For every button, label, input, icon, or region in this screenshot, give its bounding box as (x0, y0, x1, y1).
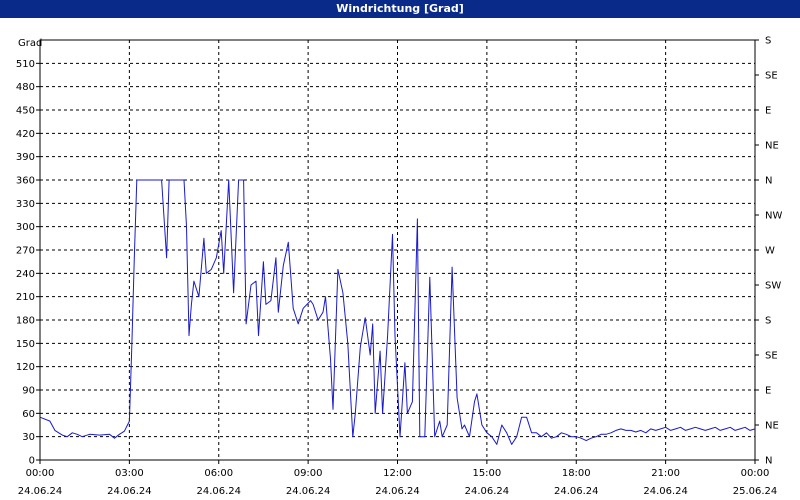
right-tick-label: E (765, 386, 771, 397)
y-tick-label: 390 (16, 152, 35, 163)
x-tick-date: 24.06.24 (196, 486, 241, 497)
y-tick-label: 120 (16, 362, 35, 373)
right-axis-ticks: N NE E SE S SW W NW N NE E SE S (755, 36, 782, 467)
x-tick-time: 06:00 (204, 468, 233, 479)
y-tick-label: 450 (16, 106, 35, 117)
y-tick-label: 330 (16, 199, 35, 210)
right-tick-label: S (765, 316, 771, 327)
y-tick-label: 360 (16, 176, 35, 187)
y-tick-label: 90 (22, 386, 35, 397)
x-tick-time: 12:00 (383, 468, 412, 479)
right-tick-label: SW (765, 281, 781, 292)
y-tick-label: 270 (16, 246, 35, 257)
x-tick-date: 24.06.24 (554, 486, 599, 497)
right-tick-label: SE (765, 351, 778, 362)
y-tick-label: 30 (22, 432, 35, 443)
x-tick-time: 00:00 (741, 468, 770, 479)
series-line (39, 179, 756, 445)
x-tick-time: 09:00 (294, 468, 323, 479)
grid-lines (40, 40, 755, 460)
x-tick-time: 18:00 (562, 468, 591, 479)
x-axis-ticks: 00:00 24.06.24 03:00 24.06.24 06:00 24.06.24 0… (18, 460, 778, 497)
right-tick-label: NW (765, 211, 782, 222)
y-tick-label: 480 (16, 82, 35, 93)
y-tick-label: 60 (22, 409, 35, 420)
right-tick-label: E (765, 106, 771, 117)
y-tick-label: 0 (29, 456, 35, 467)
x-tick-date: 24.06.24 (375, 486, 420, 497)
x-tick-date: 24.06.24 (643, 486, 688, 497)
y-axis-label: Grad (18, 38, 42, 49)
y-tick-label: 300 (16, 222, 35, 233)
x-tick-time: 15:00 (472, 468, 501, 479)
x-tick-date: 24.06.24 (107, 486, 152, 497)
right-tick-label: N (765, 456, 772, 467)
right-tick-label: S (765, 36, 771, 47)
y-tick-label: 240 (16, 269, 35, 280)
y-tick-label: 210 (16, 292, 35, 303)
right-tick-label: N (765, 176, 772, 187)
x-tick-time: 03:00 (115, 468, 144, 479)
window-title: Windrichtung [Grad] (0, 0, 800, 18)
y-tick-label: 150 (16, 339, 35, 350)
x-tick-date: 24.06.24 (18, 486, 63, 497)
x-tick-time: 00:00 (26, 468, 55, 479)
x-tick-date: 25.06.24 (733, 486, 778, 497)
y-tick-label: 420 (16, 129, 35, 140)
right-tick-label: NE (765, 141, 779, 152)
y-axis-ticks: 0 30 60 90 120 150 180 210 240 270 300 330 360 390 420… (16, 59, 40, 467)
y-tick-label: 180 (16, 316, 35, 327)
series-layer (39, 179, 756, 445)
chart: 0 30 60 90 120 150 180 210 240 270 300 330 360 390 420… (16, 36, 783, 498)
x-tick-date: 24.06.24 (286, 486, 331, 497)
x-tick-date: 24.06.24 (465, 486, 510, 497)
x-tick-time: 21:00 (651, 468, 680, 479)
right-tick-label: SE (765, 71, 778, 82)
right-tick-label: NE (765, 421, 779, 432)
right-tick-label: W (765, 246, 775, 257)
y-tick-label: 510 (16, 59, 35, 70)
